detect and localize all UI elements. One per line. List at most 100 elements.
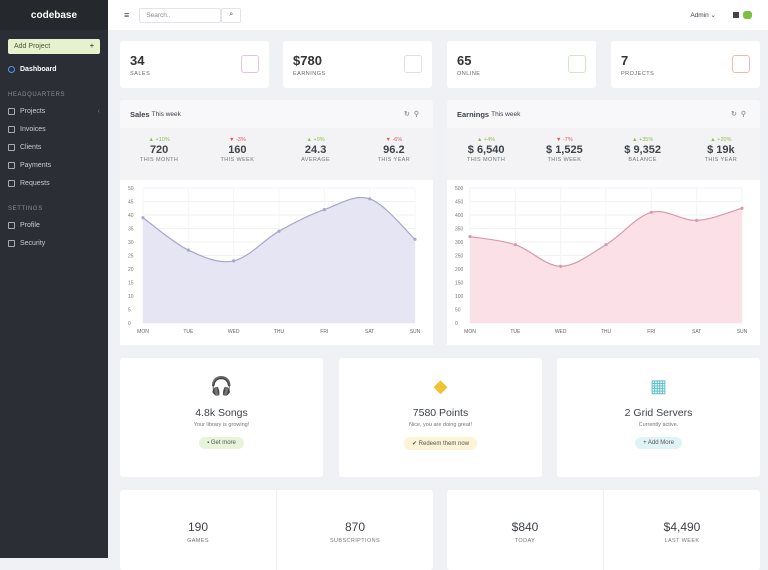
- clipboard-icon: [241, 55, 259, 73]
- kpi-row: ▲ +4% $ 6,540 THIS MONTH ▼ -7% $ 1,525 THIS W…: [447, 128, 760, 180]
- data-point[interactable]: [277, 229, 281, 233]
- add-project-button[interactable]: Add Project +: [8, 39, 100, 54]
- search-input[interactable]: Search..: [139, 7, 222, 23]
- kpi-label: THIS WEEK: [547, 157, 582, 163]
- sidebar-item-clients[interactable]: Clients: [0, 138, 108, 156]
- kpi-value: 160: [228, 144, 247, 156]
- kpi: ▲ +9% 24.3 AVERAGE: [277, 128, 355, 180]
- card-header: Earnings This week ↻⚲: [447, 100, 760, 128]
- kpi: ▲ +10% 720 THIS MONTH: [120, 128, 198, 180]
- stat-label: PROJECTS: [621, 71, 655, 77]
- stat-value: $780: [293, 53, 322, 68]
- refresh-icon[interactable]: ↻: [403, 111, 414, 118]
- data-point[interactable]: [186, 248, 190, 252]
- card-subtitle: This week: [151, 110, 181, 118]
- sidebar-item-projects[interactable]: Projects ‹: [0, 102, 108, 120]
- summary-row: $840 TODAY $4,490 LAST WEEK: [447, 490, 760, 570]
- x-tick-label: WED: [228, 329, 240, 335]
- y-tick-label: 100: [455, 294, 464, 300]
- x-tick-label: FRI: [647, 329, 655, 335]
- widget-title: 7580 Points: [412, 407, 469, 419]
- widget-button[interactable]: ✔ Redeem them now: [403, 437, 478, 450]
- widget-card: ▦ 2 Grid Servers Currently active. + Add Mo…: [557, 358, 760, 477]
- kpi: ▲ +20% $ 19k THIS YEAR: [682, 128, 760, 180]
- card-header: Sales This week ↻⚲: [120, 100, 433, 128]
- summary-item: 190 GAMES: [120, 490, 277, 570]
- stat-label: SALES: [130, 71, 151, 77]
- kpi-label: AVERAGE: [301, 157, 331, 163]
- kpi-delta: ▲ +4%: [477, 137, 496, 143]
- data-point[interactable]: [141, 216, 145, 220]
- sidebar-item-payments[interactable]: Payments: [0, 156, 108, 174]
- widget-card: ◆ 7580 Points Nice, you are doing great! ✔ …: [339, 358, 542, 477]
- data-point[interactable]: [413, 237, 417, 241]
- data-point[interactable]: [513, 243, 517, 247]
- x-tick-label: SUN: [737, 329, 748, 335]
- y-tick-label: 200: [455, 267, 464, 273]
- admin-menu[interactable]: Admin ⌄: [690, 12, 716, 19]
- y-tick-label: 150: [455, 281, 464, 287]
- y-tick-label: 30: [128, 240, 134, 246]
- section-headquarters: HEADQUARTERS: [8, 92, 66, 98]
- sidebar-item-profile[interactable]: Profile: [0, 216, 108, 234]
- nav-label: Clients: [20, 143, 42, 151]
- x-tick-label: TUE: [183, 329, 194, 335]
- payments-icon: [8, 161, 15, 169]
- clients-icon: [8, 143, 15, 151]
- settings-icon[interactable]: ⚲: [740, 111, 750, 118]
- logo[interactable]: codebase: [0, 0, 108, 30]
- x-tick-label: WED: [555, 329, 567, 335]
- kpi-value: 24.3: [304, 144, 327, 156]
- nav-label: Invoices: [20, 125, 46, 133]
- summary-card: 190 GAMES 870 SUBSCRIPTIONS: [120, 490, 433, 570]
- sidebar-item-security[interactable]: Security: [0, 234, 108, 252]
- menu-icon[interactable]: ≡: [124, 10, 130, 20]
- y-tick-label: 300: [455, 240, 464, 246]
- kpi: ▲ +4% $ 6,540 THIS MONTH: [447, 128, 525, 180]
- kpi-label: THIS MONTH: [467, 157, 506, 163]
- stat-card-sales: 34 SALES: [120, 41, 269, 88]
- plus-icon: +: [89, 43, 94, 50]
- status-badge: [743, 11, 752, 19]
- grid-icon: ▦: [649, 376, 667, 396]
- top-header: ≡ Search.. ⌕ Admin ⌄: [108, 0, 768, 30]
- card-title: Earnings: [457, 109, 490, 119]
- summary-value: 190: [187, 520, 209, 534]
- sidebar-item-dashboard[interactable]: Dashboard: [0, 60, 108, 78]
- search-button[interactable]: ⌕: [221, 7, 242, 23]
- refresh-icon[interactable]: ↻: [730, 111, 741, 118]
- sales-chart: 0 5 10 15 20 25 30 35 40 45 50 MON TUE WED THU FRI SAT SU…: [120, 180, 433, 345]
- data-point[interactable]: [368, 197, 372, 201]
- widget-title: 4.8k Songs: [195, 407, 248, 419]
- y-tick-label: 250: [455, 254, 464, 260]
- data-point[interactable]: [649, 210, 653, 214]
- stat-value: 34: [130, 53, 145, 68]
- data-point[interactable]: [604, 243, 608, 247]
- data-point[interactable]: [695, 218, 699, 222]
- x-tick-label: TUE: [510, 329, 521, 335]
- kpi-label: THIS YEAR: [704, 157, 738, 163]
- y-tick-label: 45: [128, 200, 134, 206]
- sidebar-item-requests[interactable]: Requests: [0, 174, 108, 192]
- settings-icon[interactable]: ⚲: [413, 111, 423, 118]
- data-point[interactable]: [322, 208, 326, 212]
- data-point[interactable]: [468, 235, 472, 239]
- stat-card-earnings: $780 EARNINGS: [283, 41, 432, 88]
- widget-button[interactable]: ▪ Get more: [199, 437, 244, 449]
- y-tick-label: 40: [128, 213, 134, 219]
- kpi-value: $ 1,525: [546, 144, 583, 156]
- data-point[interactable]: [559, 264, 563, 268]
- dashboard-icon: [8, 65, 15, 73]
- kpi-delta: ▼ -3%: [228, 137, 246, 143]
- sidebar-item-invoices[interactable]: Invoices: [0, 120, 108, 138]
- invoices-icon: [8, 125, 15, 133]
- data-point[interactable]: [740, 206, 744, 210]
- kpi: ▼ -3% 160 THIS WEEK: [198, 128, 276, 180]
- widget-button[interactable]: + Add More: [635, 437, 682, 449]
- notifications[interactable]: [733, 11, 752, 19]
- security-icon: [8, 239, 15, 247]
- data-point[interactable]: [232, 259, 236, 263]
- kpi-delta: ▲ +35%: [632, 137, 654, 143]
- summary-item: $4,490 LAST WEEK: [604, 490, 760, 570]
- diamond-icon: ◆: [433, 376, 448, 396]
